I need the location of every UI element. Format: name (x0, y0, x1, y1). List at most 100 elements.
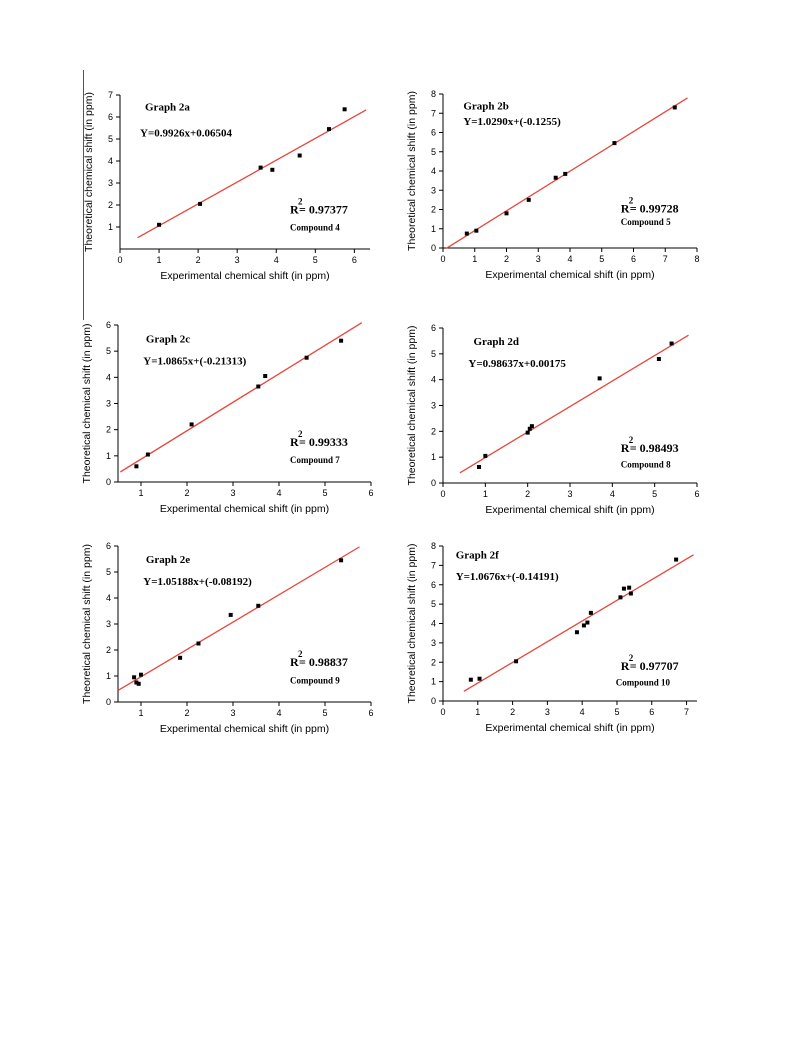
y-tick-label: 2 (431, 657, 436, 667)
data-point (514, 659, 519, 664)
y-tick-label: 6 (106, 320, 111, 330)
data-point (476, 464, 481, 469)
x-tick-label: 8 (694, 254, 699, 264)
x-tick-label: 1 (483, 489, 488, 499)
data-point (304, 355, 309, 360)
data-point (529, 424, 534, 429)
y-tick-label: 0 (431, 243, 436, 253)
x-tick-label: 1 (138, 488, 143, 498)
data-point (132, 675, 137, 680)
data-point (656, 357, 661, 361)
x-tick-label: 6 (368, 488, 373, 498)
y-tick-label: 3 (108, 178, 113, 188)
data-point (504, 211, 509, 216)
y-tick-label: 4 (106, 372, 111, 382)
r-squared-symbol: R (621, 202, 630, 216)
r-squared-symbol: R (621, 659, 630, 673)
x-tick-label: 4 (274, 255, 279, 265)
regression-equation: Y=0.9926x+0.06504 (140, 128, 232, 140)
x-tick-label: 3 (567, 489, 572, 499)
r-squared-value: = 0.98837 (299, 655, 348, 669)
r-squared-value: = 0.99728 (630, 202, 679, 216)
data-point (342, 107, 347, 112)
data-point (527, 426, 532, 431)
data-point (612, 141, 617, 146)
x-tick-label: 0 (117, 255, 122, 265)
y-tick-label: 6 (108, 112, 113, 122)
data-point (627, 585, 632, 590)
x-tick-label: 7 (663, 254, 668, 264)
data-point (263, 374, 268, 379)
x-tick-label: 3 (230, 488, 235, 498)
r-squared-superscript: 2 (298, 649, 303, 659)
y-tick-label: 3 (431, 185, 436, 195)
y-tick-label: 7 (431, 560, 436, 570)
x-tick-label: 6 (368, 708, 373, 718)
y-tick-label: 7 (108, 90, 113, 100)
compound-label: Compound 7 (290, 455, 340, 465)
graph-title: Graph 2c (146, 333, 190, 345)
x-tick-label: 4 (276, 708, 281, 718)
compound-label: Compound 9 (290, 675, 340, 685)
regression-equation: Y=0.98637x+0.00175 (468, 358, 566, 370)
regression-equation: Y=1.05188x+(-0.08192) (143, 576, 252, 588)
y-tick-label: 0 (106, 697, 111, 707)
y-tick-label: 1 (108, 222, 113, 232)
x-tick-label: 6 (352, 255, 357, 265)
r-squared-superscript: 2 (629, 196, 634, 206)
x-tick-label: 2 (525, 489, 530, 499)
data-point (326, 127, 331, 132)
data-point (189, 422, 194, 427)
x-tick-label: 4 (276, 488, 281, 498)
r-squared-value: = 0.98493 (630, 441, 679, 455)
data-point (198, 201, 203, 206)
y-tick-label: 3 (106, 619, 111, 629)
compound-label: Compound 4 (290, 223, 340, 233)
y-tick-label: 3 (106, 399, 111, 409)
y-axis-title: Theoretical chemical shift (in ppm) (406, 544, 418, 704)
x-axis-title: Experimental chemical shift (in ppm) (485, 504, 654, 516)
x-tick-label: 5 (652, 489, 657, 499)
y-tick-label: 2 (106, 425, 111, 435)
y-tick-label: 6 (431, 323, 436, 333)
x-tick-label: 2 (184, 708, 189, 718)
y-axis-title: Theoretical chemical shift (in ppm) (406, 326, 418, 486)
y-tick-label: 4 (431, 375, 436, 385)
y-axis-title: Theoretical chemical shift (in ppm) (406, 91, 418, 251)
y-tick-label: 3 (431, 638, 436, 648)
x-tick-label: 5 (599, 254, 604, 264)
data-point (585, 620, 590, 625)
r-squared-symbol: R (290, 655, 299, 669)
graph-title: Graph 2f (456, 549, 499, 561)
x-tick-label: 5 (614, 707, 619, 717)
graph-2a-group: 0 1 2 3 4 5 6 1 2 3 4 5 6 7 Experimental chemical shif… (83, 90, 370, 282)
data-point (669, 341, 674, 346)
data-point (339, 558, 344, 563)
data-point (563, 171, 568, 176)
y-tick-label: 0 (431, 696, 436, 706)
data-point (297, 153, 302, 158)
r-squared-value: = 0.97377 (299, 203, 348, 217)
x-tick-label: 3 (230, 708, 235, 718)
y-tick-label: 8 (431, 89, 436, 99)
y-tick-label: 6 (431, 580, 436, 590)
y-tick-label: 0 (106, 477, 111, 487)
y-tick-label: 5 (431, 349, 436, 359)
graph-title: Graph 2e (146, 554, 190, 566)
data-point (270, 167, 275, 172)
y-tick-label: 5 (106, 567, 111, 577)
graph-2b-group: 0 1 2 3 4 5 6 7 8 0 1 2 3 4 5 6 7 8 Experimental chemical … (406, 89, 700, 281)
x-tick-label: 1 (472, 254, 477, 264)
data-point (339, 338, 344, 343)
y-tick-label: 1 (431, 452, 436, 462)
regression-line (459, 334, 689, 474)
y-tick-label: 5 (108, 134, 113, 144)
y-tick-label: 6 (431, 128, 436, 138)
r-squared-value: = 0.97707 (630, 659, 679, 673)
graph-2f-group: 0 1 2 3 4 5 6 7 0 1 2 3 4 5 6 7 8 Experimental chemical s… (406, 541, 697, 734)
x-tick-label: 1 (475, 707, 480, 717)
data-point (468, 677, 473, 682)
